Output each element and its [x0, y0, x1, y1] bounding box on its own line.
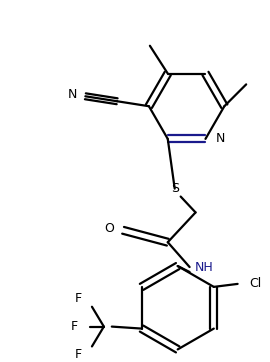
Text: F: F [71, 320, 78, 333]
Text: N: N [68, 88, 77, 101]
Text: Cl: Cl [249, 277, 262, 290]
Text: F: F [75, 292, 82, 305]
Text: F: F [75, 348, 82, 361]
Text: O: O [104, 222, 114, 235]
Text: S: S [171, 182, 179, 195]
Text: N: N [215, 132, 225, 146]
Text: NH: NH [195, 261, 213, 274]
